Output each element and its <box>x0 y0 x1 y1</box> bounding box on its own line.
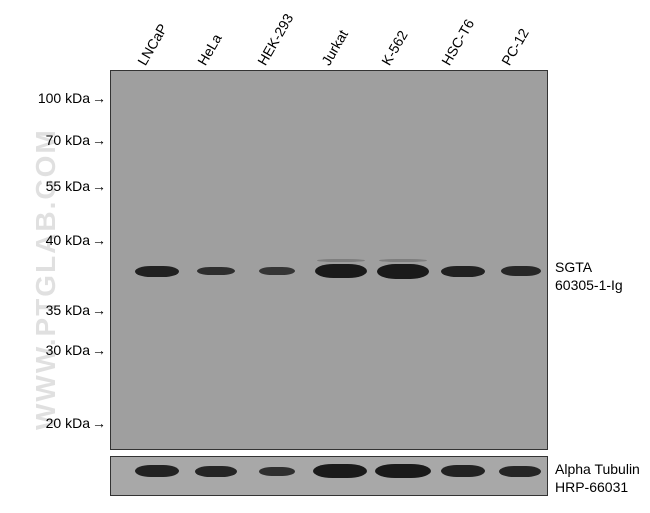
mw-marker-label: 55 kDa <box>0 178 90 194</box>
arrow-icon: → <box>92 90 106 106</box>
blot-band <box>441 465 485 477</box>
blot-band-faint <box>317 259 365 262</box>
western-blot-figure: WWW.PTGLAB.COM LNCaP HeLa HEK-293 Jurkat K-5… <box>0 0 650 513</box>
blot-band <box>375 464 431 478</box>
blot-band <box>197 267 235 275</box>
arrow-icon: → <box>92 342 106 358</box>
mw-marker-label: 40 kDa <box>0 232 90 248</box>
blot-band <box>135 266 179 277</box>
arrow-icon: → <box>92 302 106 318</box>
blot-band <box>195 466 237 477</box>
mw-marker-label: 70 kDa <box>0 132 90 148</box>
arrow-icon: → <box>92 178 106 194</box>
mw-marker-label: 35 kDa <box>0 302 90 318</box>
blot-band-faint <box>379 259 427 262</box>
blot-band <box>501 266 541 276</box>
blot-band <box>259 267 295 275</box>
mw-marker-label: 100 kDa <box>0 90 90 106</box>
lane-label: PC-12 <box>498 26 532 68</box>
blot-band <box>315 264 367 278</box>
blot-band <box>441 266 485 277</box>
loading-antibody-label: Alpha Tubulin HRP-66031 <box>555 460 640 496</box>
arrow-icon: → <box>92 232 106 248</box>
blot-band <box>377 264 429 279</box>
target-antibody-label: SGTA 60305-1-Ig <box>555 258 623 294</box>
blot-band <box>499 466 541 477</box>
loading-control-panel <box>110 456 548 496</box>
lane-label: Jurkat <box>318 27 351 68</box>
lane-label: HSC-T6 <box>438 16 477 68</box>
watermark-text: WWW.PTGLAB.COM <box>30 128 62 430</box>
mw-marker-label: 20 kDa <box>0 415 90 431</box>
lane-label: HeLa <box>194 31 225 68</box>
main-blot-panel <box>110 70 548 450</box>
lane-label: K-562 <box>378 28 411 68</box>
arrow-icon: → <box>92 415 106 431</box>
mw-marker-label: 30 kDa <box>0 342 90 358</box>
lane-labels-row: LNCaP HeLa HEK-293 Jurkat K-562 HSC-T6 PC-12 <box>120 8 550 68</box>
loading-name: Alpha Tubulin <box>555 460 640 478</box>
blot-band <box>259 467 295 476</box>
loading-catalog: HRP-66031 <box>555 478 640 496</box>
target-catalog: 60305-1-Ig <box>555 276 623 294</box>
blot-band <box>313 464 367 478</box>
arrow-icon: → <box>92 132 106 148</box>
blot-band <box>135 465 179 477</box>
lane-label: HEK-293 <box>254 11 296 68</box>
lane-label: LNCaP <box>134 21 170 68</box>
target-name: SGTA <box>555 258 623 276</box>
